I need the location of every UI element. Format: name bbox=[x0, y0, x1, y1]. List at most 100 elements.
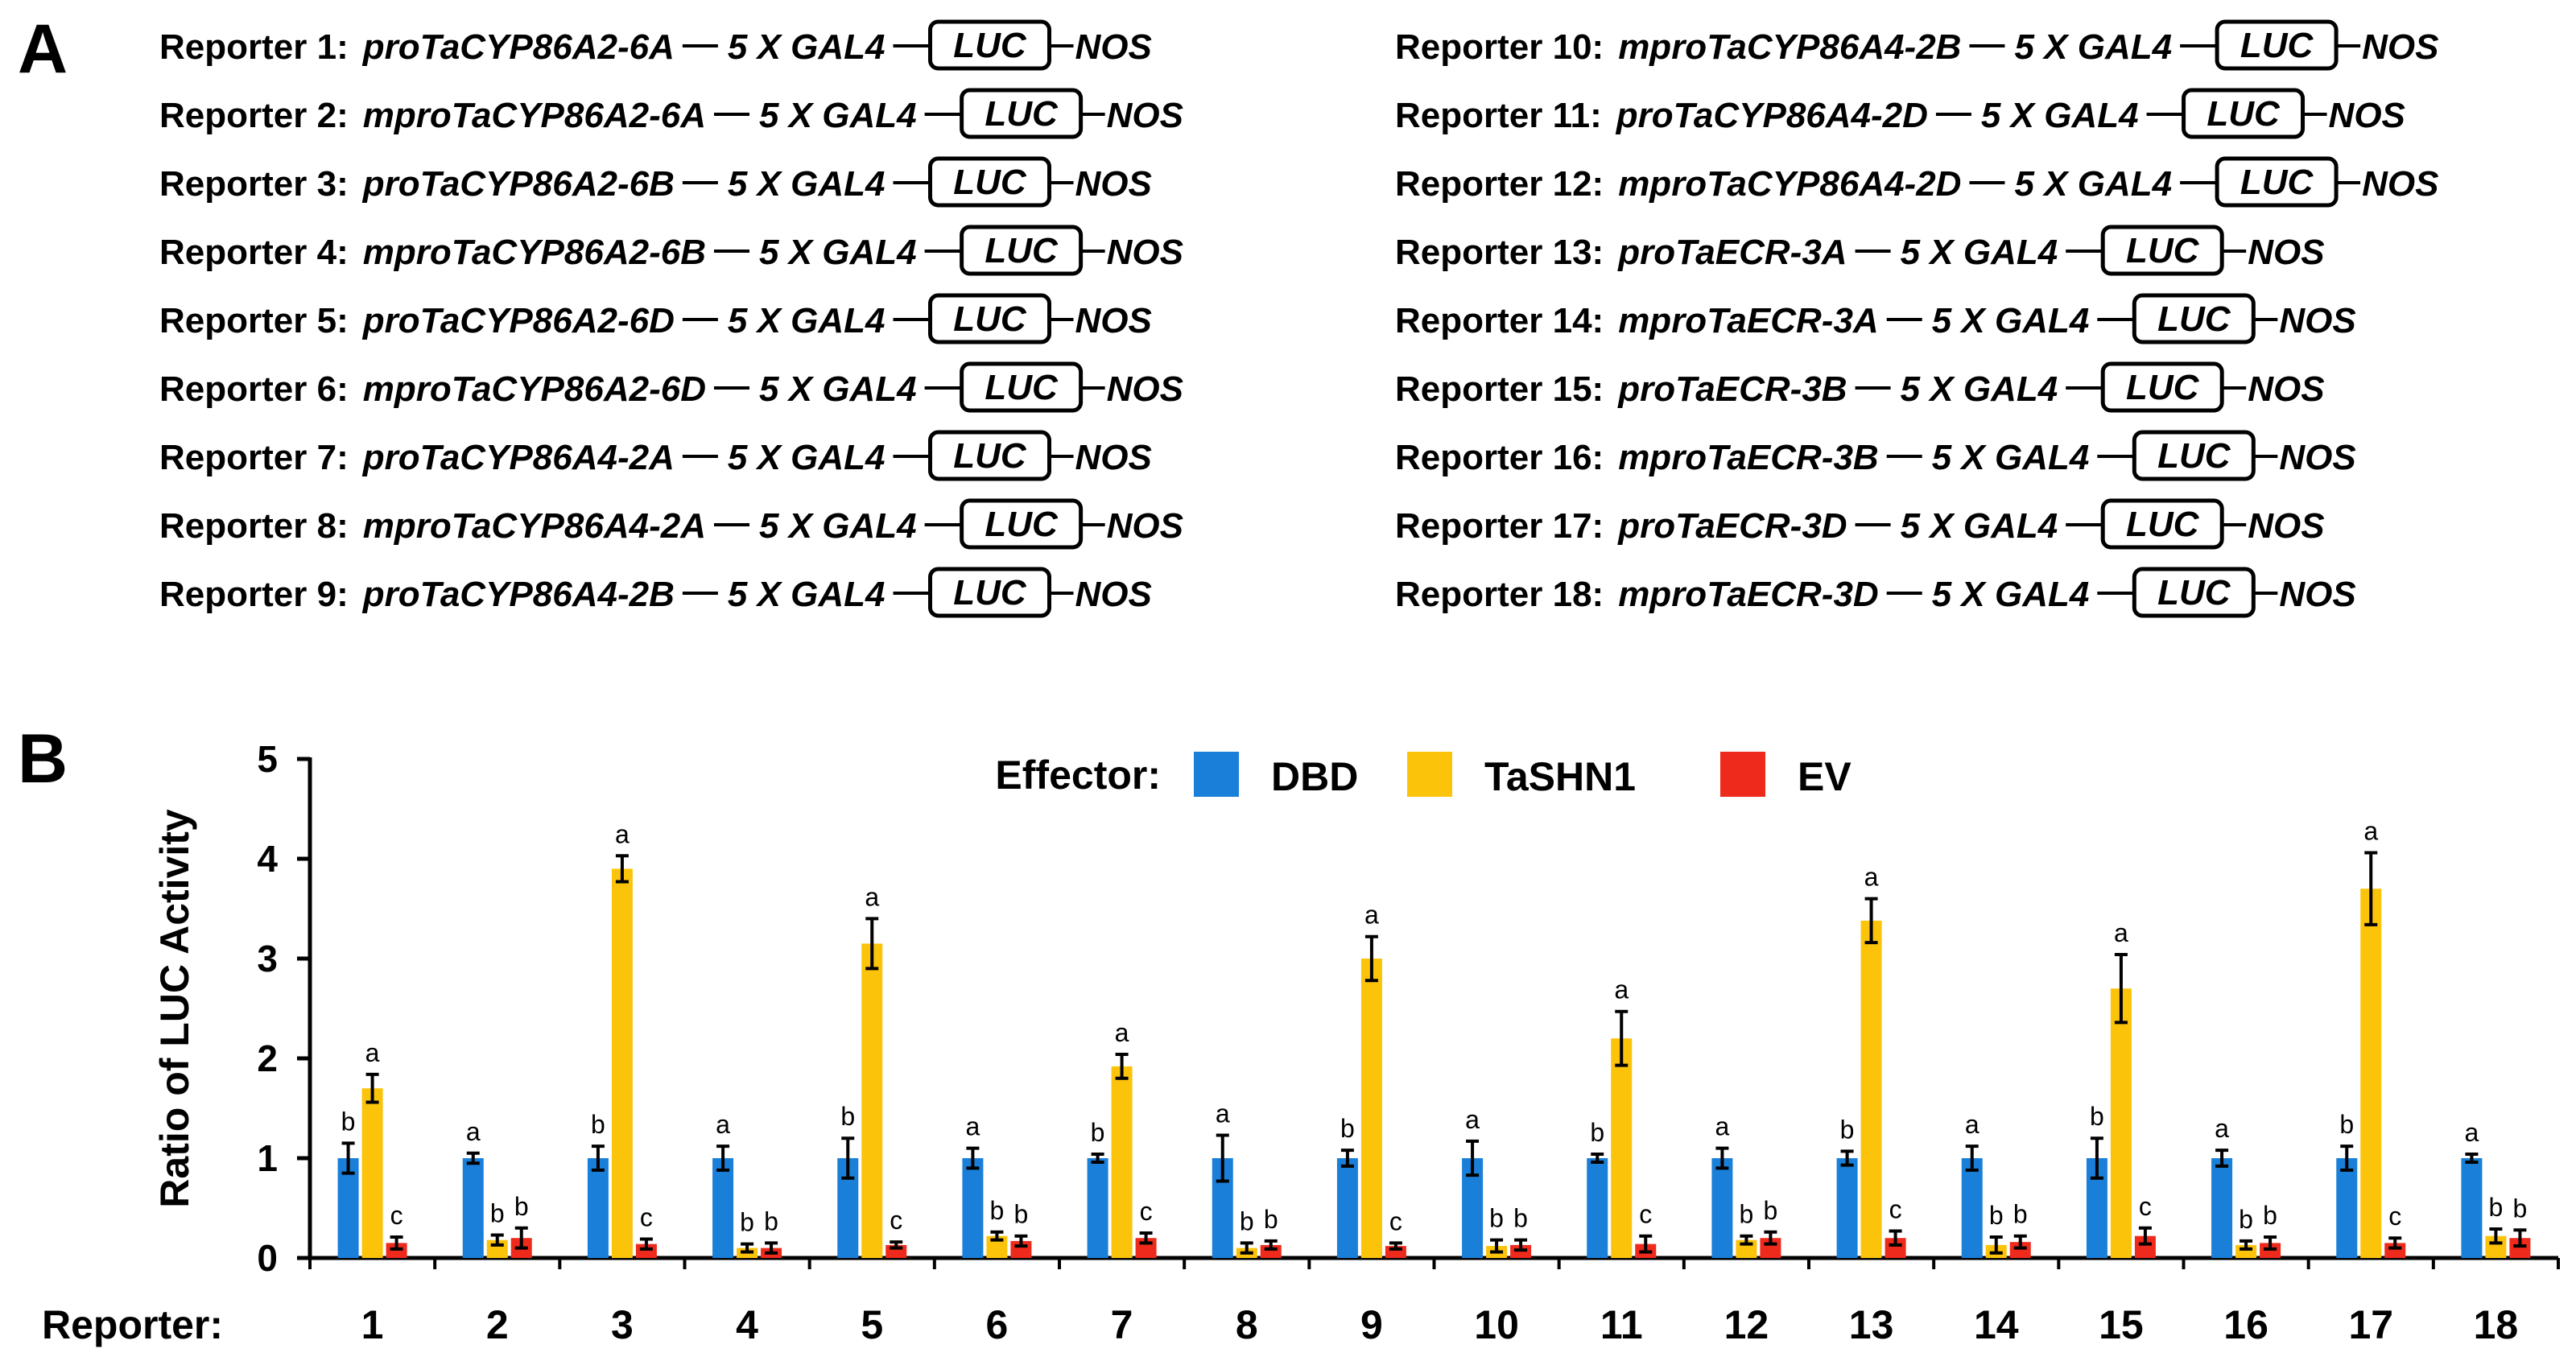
significance-letter: a bbox=[1614, 975, 1629, 1004]
bar-group-10: a b b bbox=[1462, 1105, 1532, 1258]
significance-letter: c bbox=[2388, 1202, 2401, 1231]
bar-tashn1 bbox=[361, 1088, 383, 1258]
gal4-element: 5 X GAL4 bbox=[759, 233, 917, 272]
x-tick-label: 17 bbox=[2348, 1302, 2393, 1347]
reporter-label: Reporter 12: bbox=[1395, 164, 1604, 204]
bar-group-17: b a c bbox=[2336, 817, 2406, 1258]
bar-tashn1 bbox=[2110, 988, 2132, 1258]
promoter-name: mproTaCYP86A2-6D bbox=[363, 369, 706, 409]
gal4-element: 5 X GAL4 bbox=[2014, 27, 2172, 67]
reporter-label: Reporter 2: bbox=[159, 96, 349, 135]
significance-letter: b bbox=[1340, 1114, 1355, 1143]
promoter-name: mproTaCYP86A4-2B bbox=[1618, 27, 1961, 67]
significance-letter: a bbox=[1715, 1112, 1730, 1141]
reporter-construct-4: Reporter 4: mproTaCYP86A2-6B 5 X GAL4 LUC NO… bbox=[159, 225, 1183, 276]
significance-letter: a bbox=[2465, 1118, 2479, 1147]
bar-group-15: b a c bbox=[2086, 918, 2156, 1258]
significance-letter: c bbox=[1639, 1200, 1652, 1229]
significance-letter: a bbox=[1864, 863, 1879, 892]
x-tick-label: 5 bbox=[861, 1302, 883, 1347]
y-tick-label: 4 bbox=[257, 838, 278, 880]
reporter-label: Reporter 11: bbox=[1395, 96, 1602, 135]
significance-letter: b bbox=[1740, 1200, 1754, 1229]
promoter-name: proTaCYP86A4-2B bbox=[362, 575, 675, 614]
bar-group-5: b a c bbox=[837, 882, 907, 1258]
bar-group-18: a b b bbox=[2461, 1118, 2531, 1258]
significance-letter: b bbox=[990, 1196, 1005, 1225]
gal4-element: 5 X GAL4 bbox=[728, 575, 886, 614]
gal4-element: 5 X GAL4 bbox=[759, 369, 917, 409]
luc-element: LUC bbox=[2240, 163, 2314, 202]
promoter-name: mproTaCYP86A4-2A bbox=[363, 506, 706, 546]
bar-dbd bbox=[1336, 1158, 1358, 1258]
bar-dbd bbox=[2211, 1158, 2233, 1258]
x-tick-label: 15 bbox=[2099, 1302, 2144, 1347]
significance-letter: a bbox=[2363, 817, 2378, 846]
bar-group-13: b a c bbox=[1836, 863, 1906, 1258]
reporter-label: Reporter 16: bbox=[1395, 438, 1604, 477]
x-tick-label: 7 bbox=[1111, 1302, 1133, 1347]
x-tick-label: 13 bbox=[1849, 1302, 1894, 1347]
nos-element: NOS bbox=[2248, 506, 2324, 546]
significance-letter: b bbox=[1264, 1205, 1278, 1234]
x-tick-label: 10 bbox=[1474, 1302, 1519, 1347]
reporter-label: Reporter 15: bbox=[1395, 369, 1604, 409]
reporter-label: Reporter 18: bbox=[1395, 575, 1604, 614]
x-tick-label: 1 bbox=[361, 1302, 384, 1347]
promoter-name: mproTaCYP86A2-6A bbox=[363, 96, 706, 135]
gal4-element: 5 X GAL4 bbox=[1981, 96, 2139, 135]
reporter-construct-5: Reporter 5: proTaCYP86A2-6D 5 X GAL4 LUC NOS bbox=[159, 293, 1152, 344]
significance-letter: a bbox=[365, 1038, 380, 1067]
legend-label: DBD bbox=[1271, 754, 1358, 799]
x-tick-label: 11 bbox=[1600, 1302, 1643, 1347]
significance-letter: b bbox=[1590, 1118, 1604, 1147]
promoter-name: mproTaECR-3D bbox=[1618, 575, 1879, 614]
panel-a: A Reporter 1: proTaCYP86A2-6A 5 X GAL4 LUC N… bbox=[18, 10, 2438, 618]
promoter-name: mproTaECR-3B bbox=[1618, 438, 1879, 477]
bar-group-16: a b b bbox=[2211, 1114, 2281, 1258]
y-tick-label: 2 bbox=[257, 1037, 278, 1079]
bar-dbd bbox=[462, 1158, 484, 1258]
gal4-element: 5 X GAL4 bbox=[1901, 369, 2058, 409]
reporter-construct-list: Reporter 1: proTaCYP86A2-6A 5 X GAL4 LUC NOS… bbox=[159, 19, 2438, 618]
x-tick-label: 12 bbox=[1724, 1302, 1769, 1347]
gal4-element: 5 X GAL4 bbox=[759, 506, 917, 546]
luc-element: LUC bbox=[953, 299, 1027, 339]
luc-element: LUC bbox=[985, 505, 1059, 544]
reporter-construct-10: Reporter 10: mproTaCYP86A4-2B 5 X GAL4 LUC N… bbox=[1395, 19, 2438, 71]
bar-dbd bbox=[2336, 1158, 2358, 1258]
significance-letter: a bbox=[615, 819, 630, 848]
bar-dbd bbox=[337, 1158, 359, 1258]
nos-element: NOS bbox=[2279, 301, 2355, 340]
bar-group-11: b a c bbox=[1587, 975, 1657, 1258]
legend-title: Effector: bbox=[995, 753, 1161, 798]
significance-letter: b bbox=[1091, 1118, 1105, 1147]
promoter-name: proTaCYP86A2-6A bbox=[362, 27, 675, 67]
luc-element: LUC bbox=[985, 368, 1059, 407]
legend-swatch bbox=[1194, 752, 1239, 797]
significance-letter: a bbox=[1364, 901, 1379, 930]
significance-letter: c bbox=[390, 1201, 403, 1230]
gal4-element: 5 X GAL4 bbox=[728, 438, 886, 477]
x-tick-label: 4 bbox=[736, 1302, 758, 1347]
reporter-construct-11: Reporter 11: proTaCYP86A4-2D 5 X GAL4 LUC NO… bbox=[1395, 88, 2405, 139]
significance-letter: b bbox=[2090, 1102, 2104, 1131]
luc-element: LUC bbox=[953, 436, 1027, 476]
legend-item-ev: EV bbox=[1720, 752, 1852, 799]
reporter-label: Reporter 14: bbox=[1395, 301, 1604, 340]
nos-element: NOS bbox=[1107, 96, 1183, 135]
significance-letter: b bbox=[2489, 1193, 2504, 1222]
gal4-element: 5 X GAL4 bbox=[759, 96, 917, 135]
reporter-construct-3: Reporter 3: proTaCYP86A2-6B 5 X GAL4 LUC NOS bbox=[159, 156, 1152, 208]
y-tick-label: 3 bbox=[257, 938, 278, 980]
bar-tashn1 bbox=[2360, 889, 2382, 1258]
x-axis-title: Reporter: bbox=[42, 1302, 223, 1347]
gal4-element: 5 X GAL4 bbox=[1932, 438, 2090, 477]
reporter-label: Reporter 3: bbox=[159, 164, 349, 204]
chart-legend: Effector: DBD TaSHN1 EV bbox=[995, 752, 1852, 799]
significance-letter: b bbox=[490, 1198, 505, 1227]
luc-element: LUC bbox=[953, 26, 1027, 65]
luc-element: LUC bbox=[2157, 299, 2231, 339]
bar-group-7: b a c bbox=[1087, 1018, 1157, 1258]
bar-group-1: b a c bbox=[337, 1038, 407, 1258]
